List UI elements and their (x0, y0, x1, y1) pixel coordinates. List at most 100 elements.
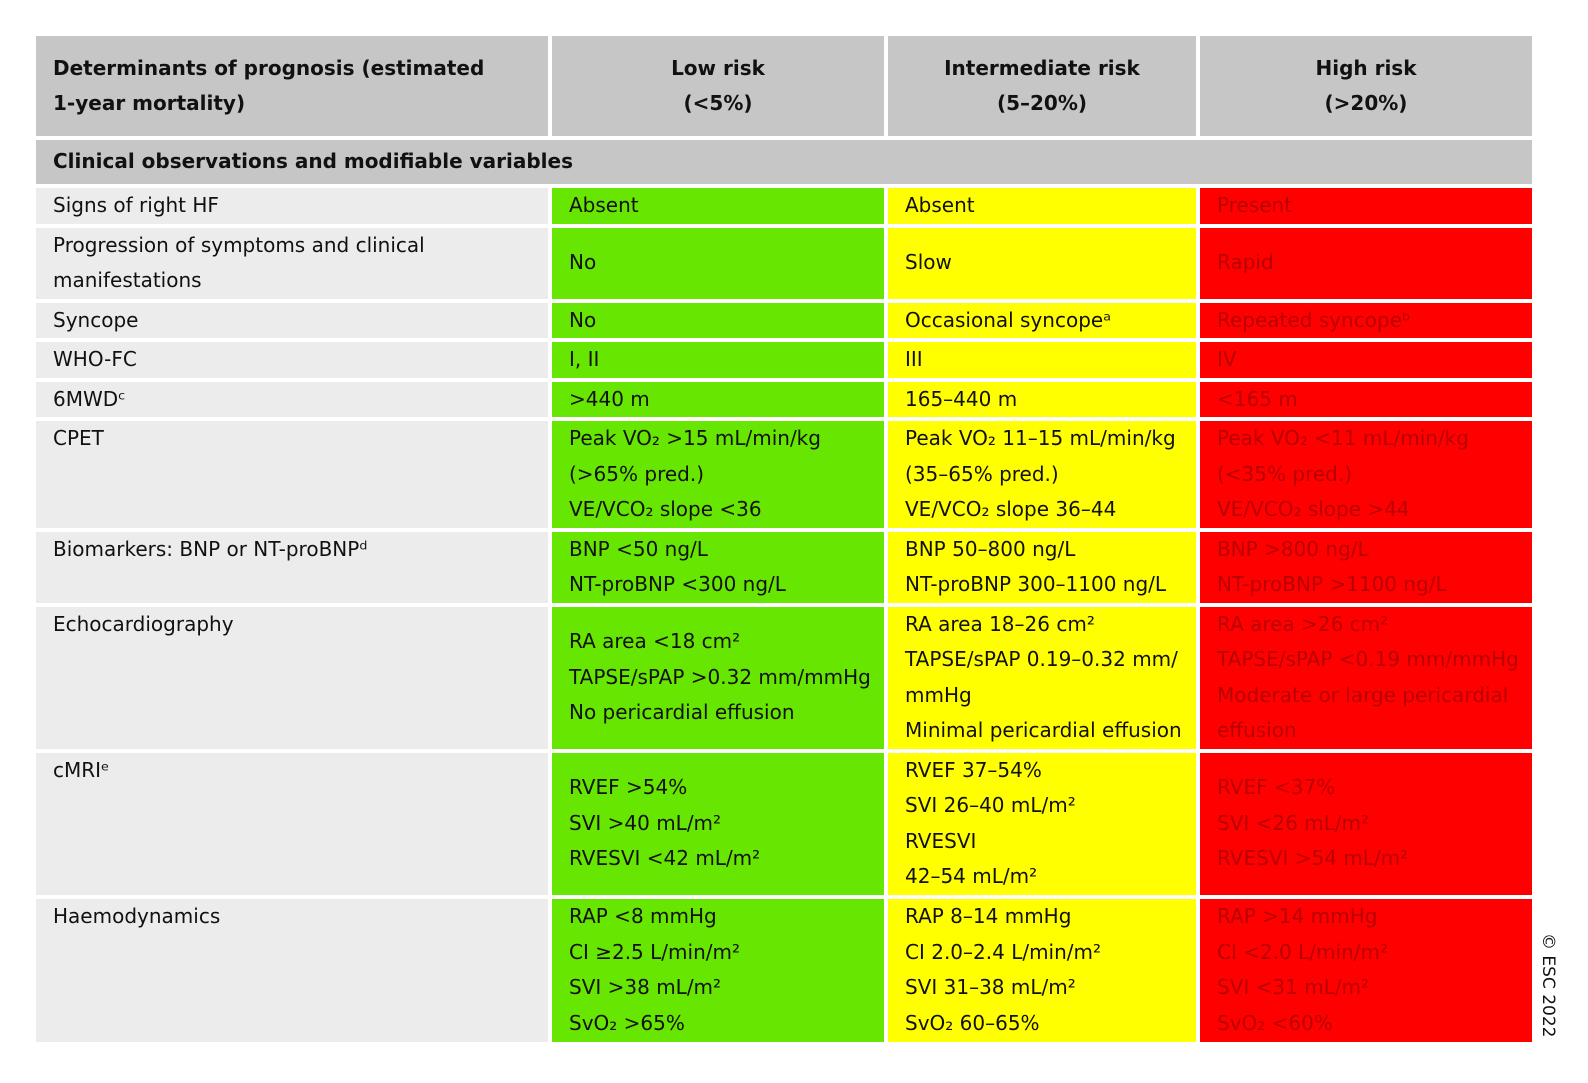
risk-cell: BNP <50 ng/L NT-proBNP <300 ng/L (552, 531, 884, 603)
cell-line: Repeated syncopeᵇ (1217, 307, 1411, 332)
cell-line: Absent (905, 193, 975, 217)
data-row: Syncope No Occasional syncopeᵃ Repeated syn… (36, 302, 1532, 338)
header-cell: Intermediate risk (5–20%) (888, 36, 1196, 136)
row-label: 6MWDᶜ (36, 381, 548, 417)
cell-line: >440 m (569, 386, 650, 411)
cell-line: manifestations (53, 268, 202, 292)
risk-cell: Peak VO₂ <11 mL/min/kg (<35% pred.) VE/VCO… (1200, 421, 1532, 528)
cell-line: SVI <31 mL/m² (1217, 975, 1370, 999)
risk-cell: RAP <8 mmHg CI ≥2.5 L/min/m² SVI >38 mL/m²… (552, 898, 884, 1042)
cell-line: TAPSE/sPAP 0.19–0.32 mm/ (905, 647, 1178, 671)
cell-line: VE/VCO₂ slope >44 (1217, 497, 1410, 521)
data-row: WHO-FC I, II III IV (36, 342, 1532, 378)
data-row: Echocardiography RA area <18 cm² TAPSE/sPA… (36, 606, 1532, 749)
header-row: Determinants of prognosis (estimated 1-ye… (36, 36, 1532, 136)
cell-line: Echocardiography (53, 611, 234, 636)
header-cell: High risk (>20%) (1200, 36, 1532, 136)
cell-line: SvO₂ <60% (1217, 1010, 1333, 1035)
risk-cell: RVEF <37% SVI <26 mL/m² RVESVI >54 mL/m² (1200, 752, 1532, 895)
cell-line: CI 2.0–2.4 L/min/m² (905, 939, 1102, 964)
data-row: Biomarkers: BNP or NT-proBNPᵈ BNP <50 ng/… (36, 531, 1532, 603)
risk-cell: Absent (552, 188, 884, 224)
cell-line: RVESVI (905, 828, 977, 853)
data-row: 6MWDᶜ >440 m 165–440 m <165 m (36, 381, 1532, 417)
risk-cell: 165–440 m (888, 381, 1196, 417)
cell-line: VE/VCO₂ slope <36 (569, 497, 762, 521)
data-row: CPET Peak VO₂ >15 mL/min/kg (>65% pred.) VE… (36, 421, 1532, 528)
risk-cell: BNP >800 ng/L NT-proBNP >1100 ng/L (1200, 531, 1532, 603)
risk-cell: RA area <18 cm² TAPSE/sPAP >0.32 mm/mmHg N… (552, 606, 884, 749)
cell-line: 6MWDᶜ (53, 386, 126, 411)
cell-line: No pericardial effusion (569, 700, 795, 725)
cell-line: RA area 18–26 cm² (905, 611, 1095, 636)
cell-line: Progression of symptoms and clinical (53, 232, 425, 257)
risk-cell: RAP >14 mmHg CI <2.0 L/min/m² SVI <31 mL/m… (1200, 898, 1532, 1042)
cell-line: BNP 50–800 ng/L (905, 536, 1076, 561)
risk-cell: <165 m (1200, 381, 1532, 417)
cell-line: 165–440 m (905, 386, 1018, 411)
risk-cell: Repeated syncopeᵇ (1200, 302, 1532, 338)
cell-line: NT-proBNP <300 ng/L (569, 572, 786, 596)
risk-cell: No (552, 302, 884, 338)
row-label: Biomarkers: BNP or NT-proBNPᵈ (36, 531, 548, 603)
cell-line: 42–54 mL/m² (905, 864, 1038, 888)
cell-line: (>20%) (1324, 91, 1408, 115)
cell-line: III (905, 347, 923, 371)
row-label: WHO-FC (36, 342, 548, 378)
row-label: Syncope (36, 302, 548, 338)
cell-line: SvO₂ 60–65% (905, 1010, 1040, 1035)
cell-line: Rapid (1217, 250, 1274, 275)
risk-cell: RVEF >54% SVI >40 mL/m² RVESVI <42 mL/m² (552, 752, 884, 895)
cell-line: RAP <8 mmHg (569, 904, 717, 928)
cell-line: RVEF <37% (1217, 775, 1336, 800)
cell-line: NT-proBNP 300–1100 ng/L (905, 572, 1167, 596)
cell-line: WHO-FC (53, 347, 137, 371)
cell-line: 1-year mortality) (53, 91, 246, 115)
cell-line: IV (1217, 347, 1237, 371)
cell-line: BNP <50 ng/L (569, 536, 708, 561)
cell-line: RVEF >54% (569, 775, 688, 800)
cell-line: <165 m (1217, 386, 1298, 411)
cell-line: SVI <26 mL/m² (1217, 810, 1370, 835)
cell-line: CI ≥2.5 L/min/m² (569, 939, 740, 964)
risk-cell: III (888, 342, 1196, 378)
cell-line: Occasional syncopeᵃ (905, 307, 1112, 332)
risk-cell: RA area 18–26 cm² TAPSE/sPAP 0.19–0.32 mm… (888, 606, 1196, 749)
risk-cell: >440 m (552, 381, 884, 417)
data-row: Signs of right HF Absent Absent Present (36, 188, 1532, 224)
cell-line: Determinants of prognosis (estimated (53, 55, 485, 80)
cell-line: SVI >40 mL/m² (569, 810, 722, 835)
cell-line: cMRIᵉ (53, 757, 110, 782)
cell-line: RA area >26 cm² (1217, 611, 1389, 636)
risk-cell: RVEF 37–54% SVI 26–40 mL/m² RVESVI 42–54 mL… (888, 752, 1196, 895)
cell-line: CI <2.0 L/min/m² (1217, 939, 1388, 964)
cell-line: TAPSE/sPAP <0.19 mm/mmHg (1217, 647, 1519, 671)
cell-line: RVESVI >54 mL/m² (1217, 846, 1409, 871)
cell-line: Peak VO₂ >15 mL/min/kg (569, 426, 821, 450)
risk-cell: Peak VO₂ 11–15 mL/min/kg (35–65% pred.) VE… (888, 421, 1196, 528)
risk-cell: IV (1200, 342, 1532, 378)
cell-line: Peak VO₂ 11–15 mL/min/kg (905, 426, 1176, 450)
risk-cell: Absent (888, 188, 1196, 224)
cell-line: (>65% pred.) (569, 461, 705, 486)
section-row: Clinical observations and modifiable var… (36, 140, 1532, 184)
row-label: Signs of right HF (36, 188, 548, 224)
cell-line: RVEF 37–54% (905, 757, 1042, 782)
cell-line: (<5%) (683, 91, 753, 115)
risk-cell: Rapid (1200, 227, 1532, 299)
cell-line: Moderate or large pericardial (1217, 682, 1509, 707)
risk-cell: Peak VO₂ >15 mL/min/kg (>65% pred.) VE/VCO… (552, 421, 884, 528)
row-label: cMRIᵉ (36, 752, 548, 895)
risk-cell: I, II (552, 342, 884, 378)
cell-line: Absent (569, 193, 639, 217)
risk-cell: No (552, 227, 884, 299)
row-label: Echocardiography (36, 606, 548, 749)
risk-table: Determinants of prognosis (estimated 1-ye… (32, 32, 1536, 1046)
cell-line: Biomarkers: BNP or NT-proBNPᵈ (53, 536, 368, 561)
risk-cell: BNP 50–800 ng/L NT-proBNP 300–1100 ng/L (888, 531, 1196, 603)
cell-line: Haemodynamics (53, 903, 221, 928)
risk-cell: Occasional syncopeᵃ (888, 302, 1196, 338)
cell-line: effusion (1217, 718, 1297, 742)
cell-line: Present (1217, 193, 1293, 217)
cell-line: SvO₂ >65% (569, 1010, 685, 1035)
